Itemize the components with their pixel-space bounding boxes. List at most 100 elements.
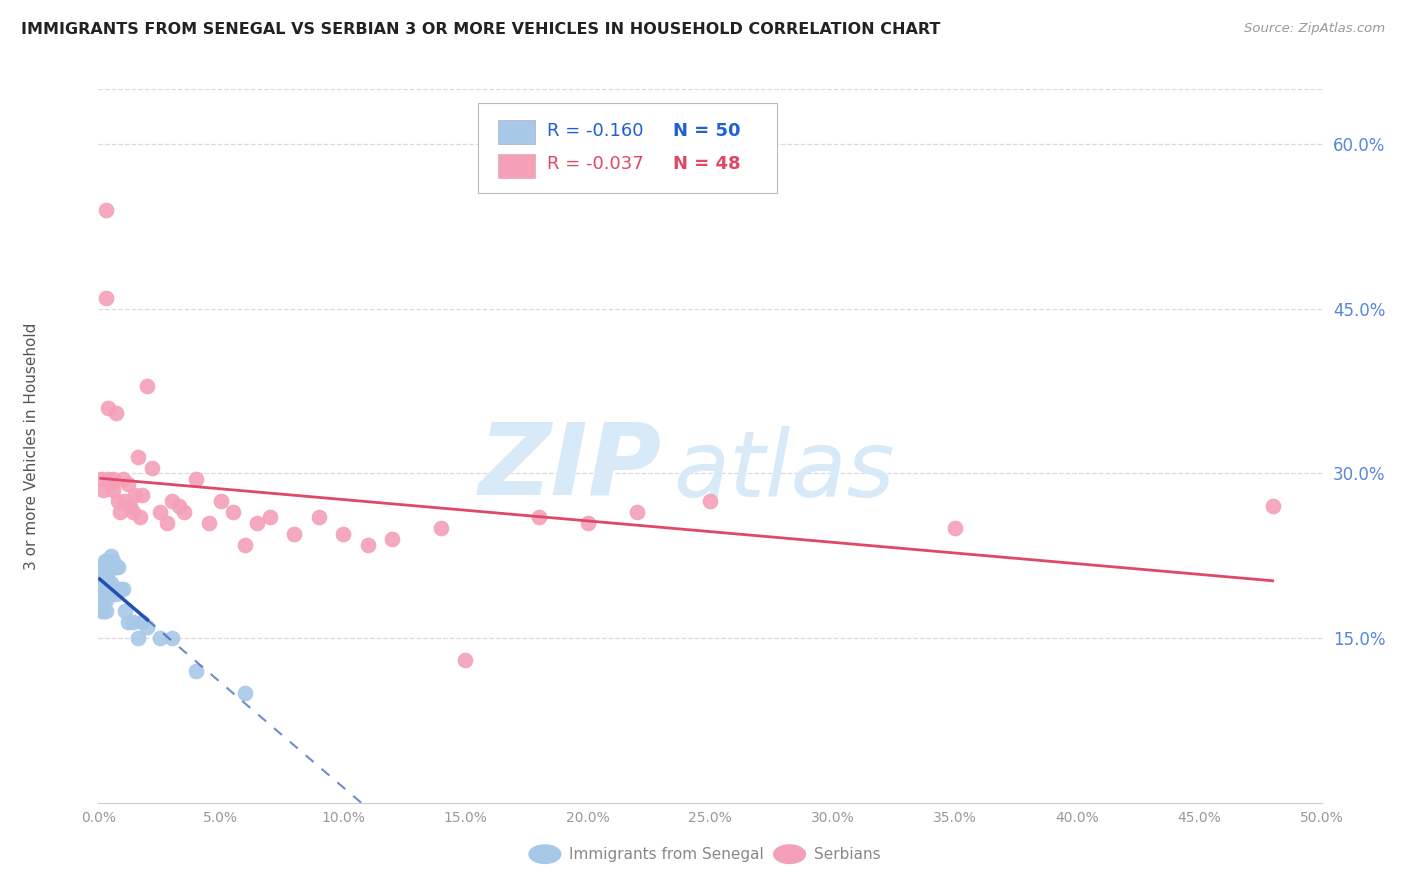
Point (111, 582, 134, 596)
Point (1261, 500, 1284, 514)
Point (283, 526, 305, 541)
Point (699, 494, 721, 508)
Text: ZIP: ZIP (478, 419, 661, 516)
Point (124, 488, 146, 502)
FancyBboxPatch shape (498, 154, 536, 178)
Text: IMMIGRANTS FROM SENEGAL VS SERBIAN 3 OR MORE VEHICLES IN HOUSEHOLD CORRELATION C: IMMIGRANTS FROM SENEGAL VS SERBIAN 3 OR … (21, 22, 941, 37)
Point (131, 615, 153, 629)
Text: Serbians: Serbians (814, 847, 880, 862)
Point (100, 576, 122, 591)
Point (93, 554, 115, 568)
Point (97, 566, 120, 580)
Point (100, 587, 122, 601)
Point (94, 582, 117, 596)
Text: Immigrants from Senegal: Immigrants from Senegal (569, 847, 763, 862)
Point (94, 604, 117, 618)
Point (111, 472, 134, 486)
Point (91, 483, 114, 497)
Point (93, 587, 115, 601)
Point (259, 510, 281, 524)
Text: N = 48: N = 48 (673, 155, 741, 173)
Point (430, 521, 453, 535)
Point (160, 631, 183, 645)
Text: R = -0.160: R = -0.160 (547, 121, 644, 139)
Point (91, 559, 114, 574)
Point (94, 571, 117, 585)
Point (100, 477, 122, 491)
Point (91, 604, 114, 618)
Point (576, 516, 599, 530)
Point (167, 500, 190, 514)
Point (121, 505, 143, 519)
Point (91, 566, 114, 580)
Point (186, 472, 208, 486)
Point (94, 554, 117, 568)
Point (233, 686, 256, 700)
Point (114, 494, 136, 508)
Point (90, 598, 112, 612)
Point (136, 378, 159, 392)
Text: atlas: atlas (673, 426, 894, 516)
Point (94, 291, 117, 305)
Point (94, 592, 117, 607)
Point (91, 576, 114, 591)
Point (136, 620, 159, 634)
Point (90, 604, 112, 618)
Point (94, 202, 117, 217)
Text: 3 or more Vehicles in Household: 3 or more Vehicles in Household (24, 322, 38, 570)
Point (101, 472, 124, 486)
Point (91, 582, 114, 596)
Point (129, 510, 152, 524)
Point (90, 472, 112, 486)
Point (90, 576, 112, 591)
Point (246, 516, 269, 530)
FancyBboxPatch shape (498, 120, 536, 145)
Point (91, 592, 114, 607)
FancyBboxPatch shape (478, 103, 778, 193)
Point (141, 461, 163, 475)
Point (91, 566, 114, 580)
Point (110, 505, 132, 519)
Point (943, 521, 966, 535)
Point (626, 505, 648, 519)
Point (104, 559, 127, 574)
Point (197, 516, 219, 530)
Point (356, 538, 378, 552)
Point (89, 592, 111, 607)
Point (149, 505, 172, 519)
Point (107, 494, 129, 508)
Point (100, 559, 122, 574)
Point (117, 477, 139, 491)
Point (97, 554, 120, 568)
Point (160, 494, 183, 508)
Point (101, 582, 124, 596)
Point (91, 571, 114, 585)
Point (222, 505, 245, 519)
Point (97, 401, 120, 415)
Text: R = -0.037: R = -0.037 (547, 155, 644, 173)
Point (104, 587, 127, 601)
Point (156, 516, 179, 530)
Point (127, 450, 149, 464)
Point (101, 554, 124, 568)
Point (89, 582, 111, 596)
Point (186, 664, 208, 678)
Point (527, 510, 550, 524)
Point (117, 615, 139, 629)
Circle shape (529, 845, 561, 863)
Point (233, 538, 256, 552)
Point (100, 549, 122, 563)
Point (97, 582, 120, 596)
Point (173, 505, 195, 519)
Point (107, 559, 129, 574)
Point (332, 526, 354, 541)
Point (91, 576, 114, 591)
Point (90, 592, 112, 607)
Point (381, 533, 404, 547)
Point (120, 500, 142, 514)
Point (104, 406, 127, 420)
Point (121, 615, 143, 629)
Point (94, 559, 117, 574)
Text: N = 50: N = 50 (673, 121, 741, 139)
Point (127, 631, 149, 645)
